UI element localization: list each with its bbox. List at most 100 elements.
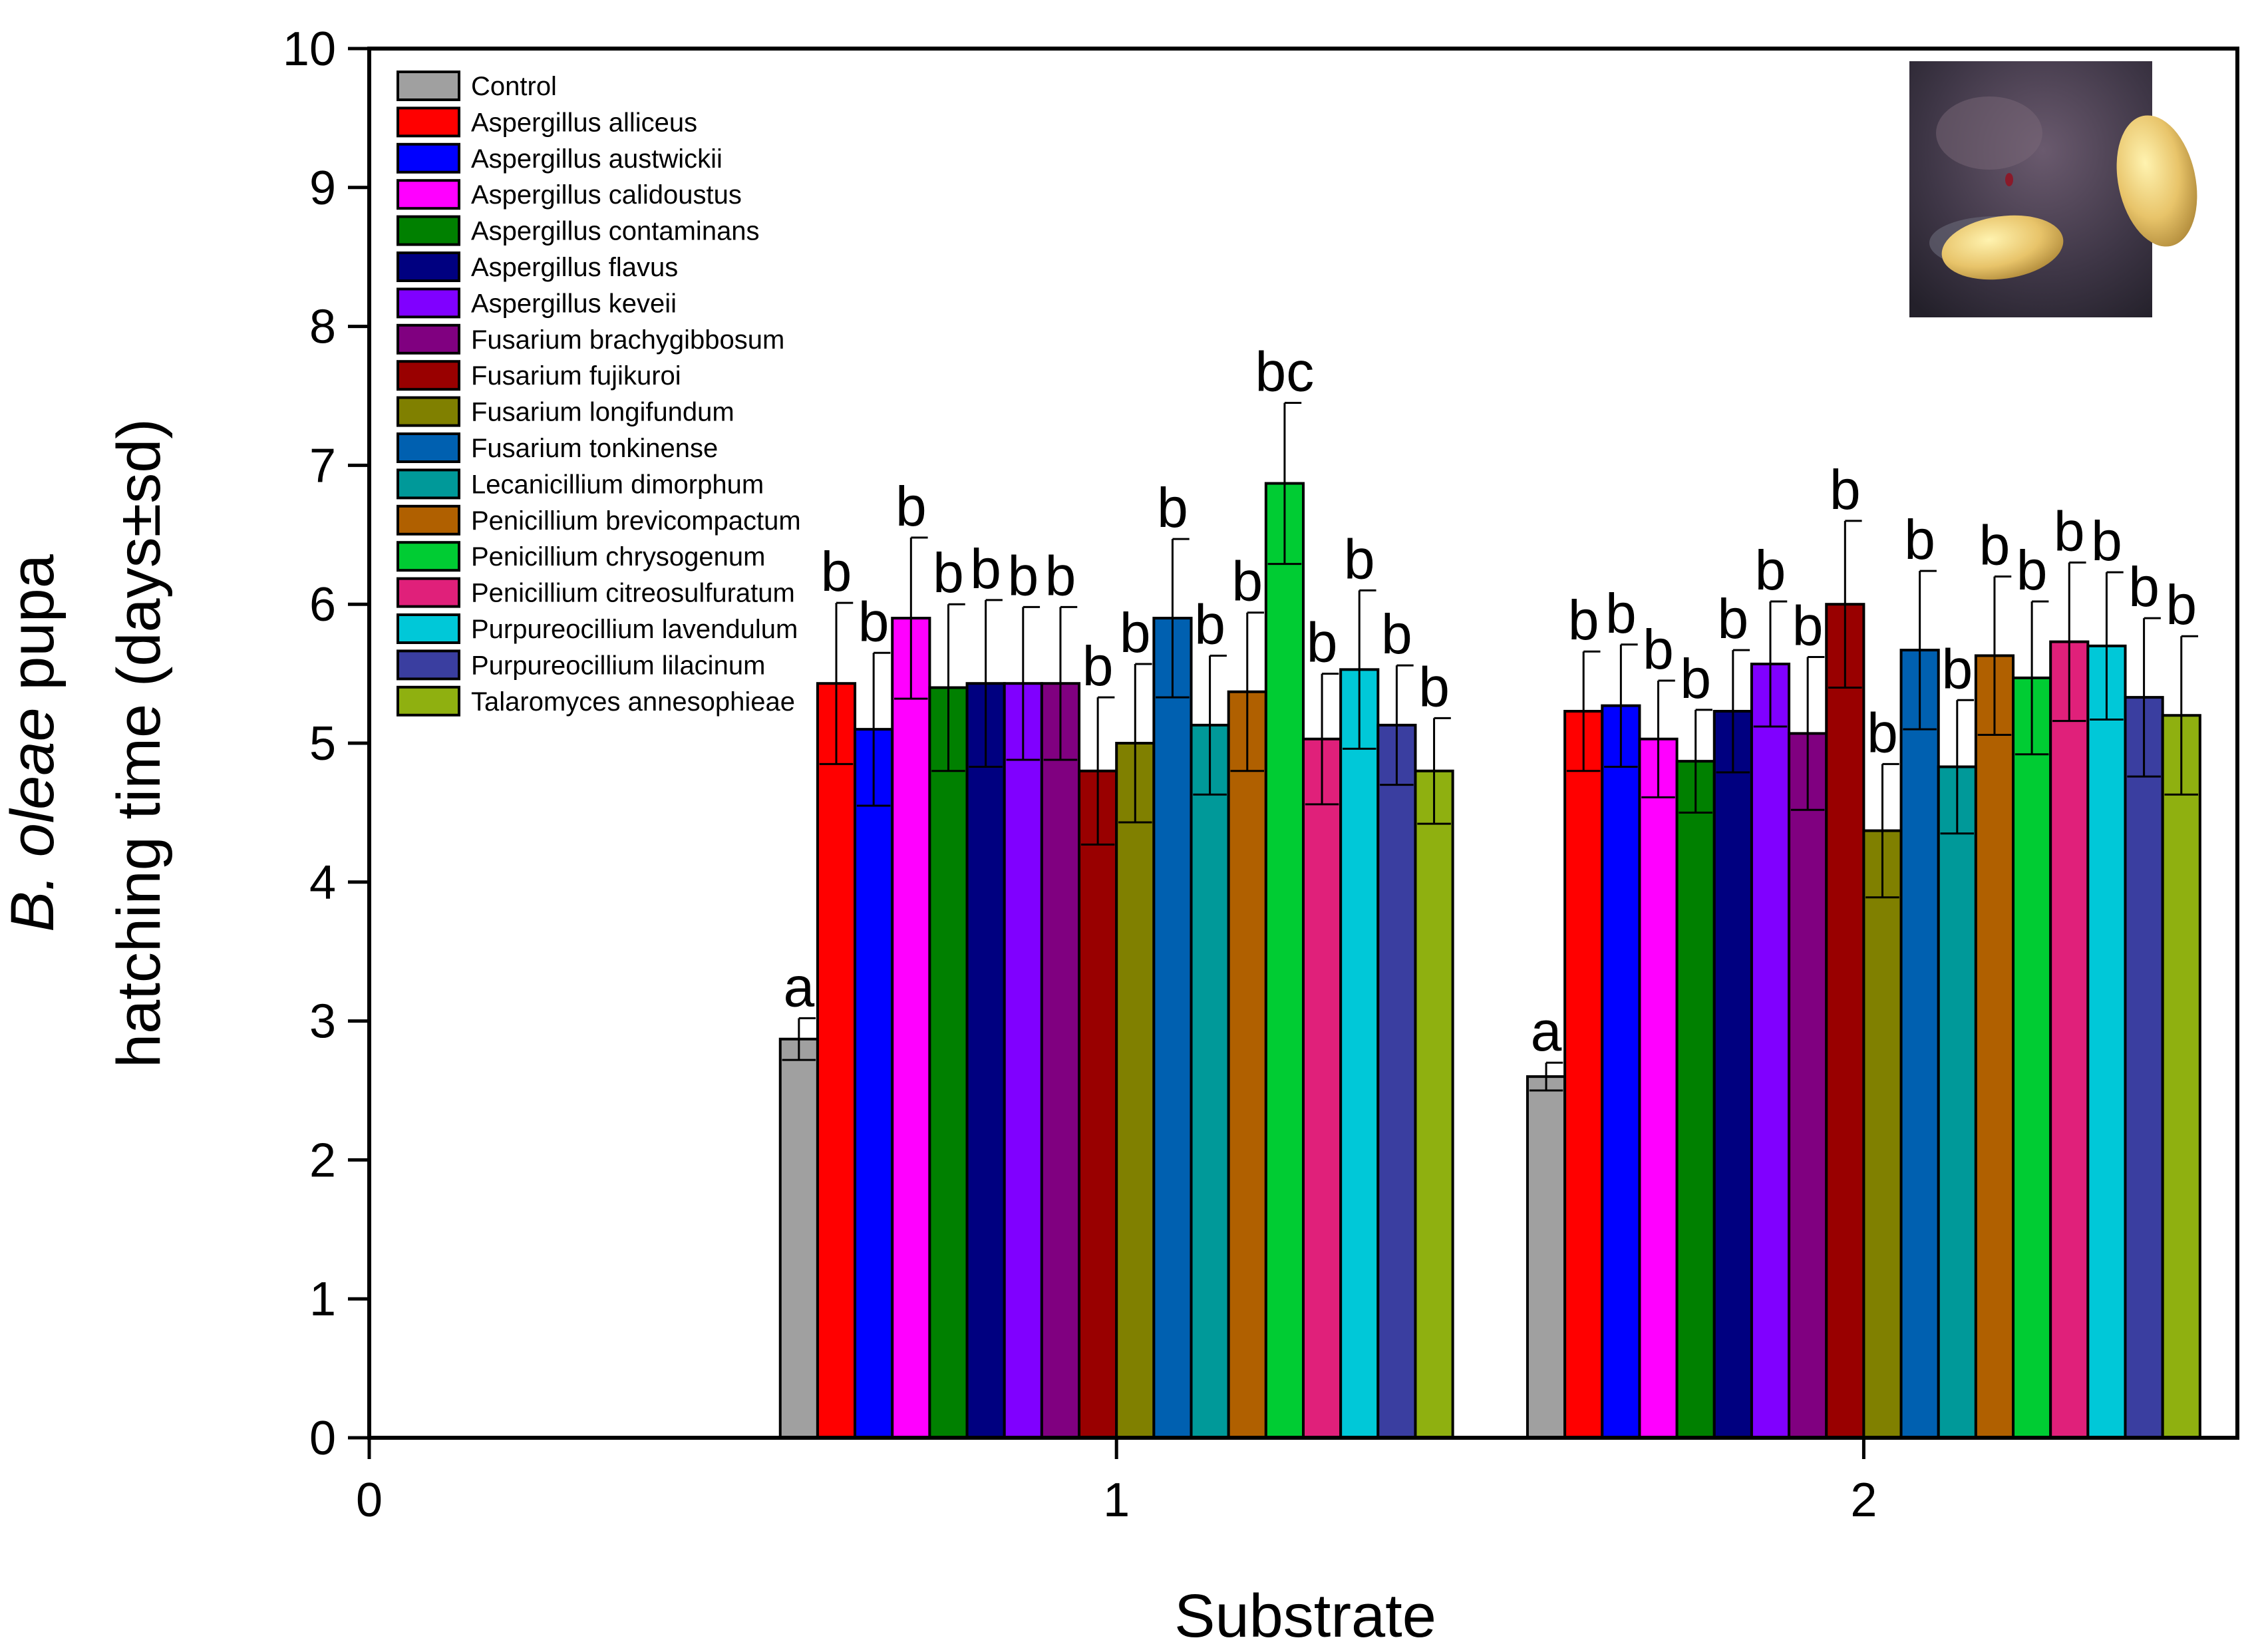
bar (2161, 714, 2201, 1439)
legend-swatch (397, 71, 460, 101)
legend-swatch (397, 142, 460, 174)
y-tick-label: 6 (309, 578, 336, 631)
legend-swatch (397, 649, 460, 681)
significance-letter: b (933, 542, 964, 604)
pupa-photo-inset (1909, 61, 2197, 317)
significance-letter: b (1717, 587, 1748, 650)
significance-letter: b (2054, 500, 2085, 563)
legend-swatch (397, 685, 460, 717)
legend-swatch (397, 468, 460, 500)
bar (1190, 723, 1230, 1439)
bar (1339, 668, 1380, 1439)
significance-letter: b (2128, 556, 2160, 618)
legend-label: Penicillium chrysogenum (471, 542, 765, 572)
significance-letter: b (1231, 550, 1263, 613)
legend-label: Aspergillus alliceus (471, 108, 697, 137)
bar (1712, 709, 1753, 1439)
bar (965, 682, 1006, 1439)
legend-label: Aspergillus austwickii (471, 144, 723, 174)
bar (1825, 603, 1865, 1440)
significance-letter: b (1307, 611, 1338, 674)
y-tick-label: 9 (309, 162, 336, 215)
legend-label: Aspergillus calidoustus (471, 180, 742, 210)
bar (1040, 682, 1081, 1439)
legend-label: Purpureocillium lavendulum (471, 615, 798, 644)
bar (1788, 732, 1828, 1439)
bar (1414, 769, 1454, 1439)
y-tick-label: 8 (309, 301, 336, 354)
significance-letter: b (970, 538, 1001, 600)
bar (1078, 769, 1118, 1439)
legend-label: Lecanicillium dimorphum (471, 470, 764, 499)
legend-swatch (397, 432, 460, 463)
significance-letter: b (1904, 508, 1935, 571)
legend-label: Penicillium citreosulfuratum (471, 579, 795, 608)
y-tick-label: 5 (309, 717, 336, 770)
bar (1638, 737, 1679, 1439)
bar (1264, 482, 1305, 1440)
significance-letter: a (783, 955, 814, 1018)
legend-label: Purpureocillium lilacinum (471, 651, 765, 680)
bar (891, 617, 931, 1440)
legend-label: Fusarium fujikuroi (471, 361, 681, 391)
significance-letter: b (858, 590, 889, 653)
significance-letter: b (1568, 589, 1599, 651)
significance-letter: b (2166, 574, 2197, 636)
y-tick-label: 2 (309, 1134, 336, 1187)
significance-letter: b (1755, 539, 1786, 601)
significance-letter: b (1082, 635, 1114, 697)
significance-letter: a (1531, 1000, 1562, 1063)
bar (1227, 690, 1267, 1439)
y-axis-label-line2: hatching time (days±sd) (105, 418, 173, 1068)
legend-swatch (397, 287, 460, 319)
legend-label: Fusarium tonkinense (471, 434, 718, 463)
legend-label: Talaromyces annesophieae (471, 687, 795, 717)
significance-letter: b (1605, 582, 1637, 645)
legend-swatch (397, 396, 460, 427)
legend-swatch (397, 577, 460, 608)
y-tick-label: 10 (283, 23, 336, 76)
bar (1302, 737, 1343, 1439)
bar (1937, 765, 1977, 1439)
bar (2012, 676, 2052, 1439)
legend-swatch (397, 360, 460, 391)
significance-letter: bc (1255, 340, 1315, 403)
bar (1115, 742, 1156, 1439)
significance-letter: b (2091, 510, 2122, 572)
significance-letter: b (1979, 514, 2011, 576)
bar (1563, 709, 1604, 1439)
significance-letter: b (1194, 593, 1225, 655)
legend-swatch (397, 215, 460, 246)
bar (816, 682, 857, 1439)
legend-swatch (397, 179, 460, 210)
bar (1974, 654, 2015, 1439)
significance-letter: b (1941, 637, 1973, 700)
y-axis-label-pupa: pupa (0, 554, 67, 707)
legend-label: Aspergillus flavus (471, 253, 678, 282)
y-tick-label: 3 (309, 995, 336, 1049)
legend-label: Aspergillus contaminans (471, 217, 760, 246)
significance-letter: b (1867, 701, 1898, 764)
significance-letter: b (1792, 595, 1824, 657)
x-tick-label: 2 (1850, 1474, 1877, 1527)
bar (1376, 723, 1417, 1439)
error-bars-layer (782, 401, 2199, 1092)
bar (1152, 617, 1193, 1440)
significance-letter: b (1643, 618, 1674, 681)
significance-letter: b (821, 540, 852, 603)
y-tick-label: 4 (309, 856, 336, 909)
legend-swatch (397, 613, 460, 644)
legend-label: Aspergillus keveii (471, 289, 677, 318)
legend-swatch (397, 504, 460, 536)
legend: Control Aspergillus alliceus Aspergillus a… (397, 71, 801, 717)
bar (1003, 682, 1043, 1439)
bar (928, 686, 969, 1439)
y-axis-label-line1: B. oleae pupa (0, 554, 67, 932)
y-tick-label: 1 (309, 1273, 336, 1326)
bar (1601, 704, 1641, 1439)
significance-letter: b (1045, 544, 1076, 607)
x-tick-label: 0 (356, 1474, 383, 1527)
legend-swatch (397, 541, 460, 572)
significance-letter: b (1120, 601, 1151, 664)
bar (1750, 662, 1791, 1439)
